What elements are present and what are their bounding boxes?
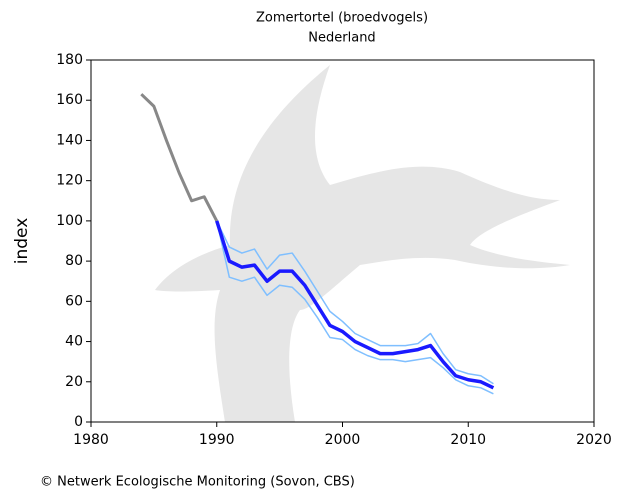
y-tick-label: 40: [65, 334, 83, 350]
y-tick-label: 100: [56, 213, 83, 229]
chart-subtitle: Nederland: [308, 31, 375, 46]
x-tick-label: 2020: [576, 432, 612, 448]
y-tick-label: 20: [65, 374, 83, 390]
x-tick-label: 2010: [450, 432, 486, 448]
y-tick-label: 140: [56, 132, 83, 148]
series-line: [141, 94, 216, 221]
y-tick-label: 80: [65, 253, 83, 269]
chart: Zomertortel (broedvogels) Nederland inde…: [0, 0, 617, 493]
x-tick-label: 1980: [73, 432, 109, 448]
x-tick-label: 1990: [199, 432, 235, 448]
page: {"chart_data": {"type": "line", "title":…: [0, 0, 617, 493]
y-tick-label: 180: [56, 52, 83, 68]
x-tick-label: 2000: [325, 432, 361, 448]
chart-title: Zomertortel (broedvogels): [256, 11, 428, 26]
background-bird: [155, 65, 570, 422]
y-tick-label: 60: [65, 293, 83, 309]
y-tick-label: 120: [56, 173, 83, 189]
footer: © Netwerk Ecologische Monitoring (Sovon,…: [40, 475, 355, 490]
y-tick-label: 160: [56, 92, 83, 108]
y-tick-label: 0: [74, 414, 83, 430]
y-axis-label: index: [12, 218, 32, 265]
